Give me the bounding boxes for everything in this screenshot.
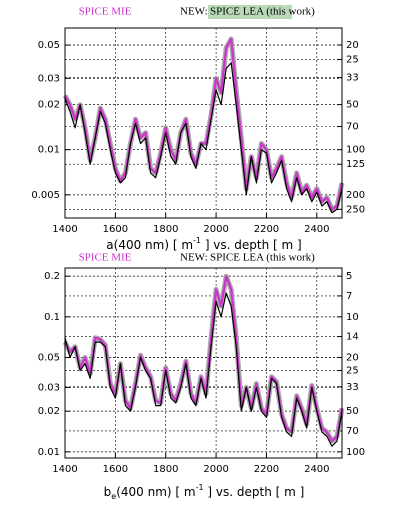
y2-tick-label: 10 [346,312,359,323]
x-tick-label: 1600 [103,224,128,235]
series-line [64,37,344,211]
y-tick-label: 0.01 [38,447,60,458]
y2-tick-label: 25 [346,55,359,66]
y2-tick-label: 7 [346,291,352,302]
x-tick-label: 2000 [203,224,228,235]
label-part: ] vs. depth [ m ] [201,238,302,252]
y2-tick-label: 70 [346,426,359,437]
x-tick-label: 2000 [203,464,228,475]
legend-prefix: NEW: [180,6,208,18]
y2-tick-label: 14 [346,332,359,343]
y2-tick-label: 250 [346,204,365,215]
label-sup: -1 [193,236,201,245]
y2-tick-label: 125 [346,159,365,170]
y2-tick-label: 70 [346,122,359,133]
plot-frame [64,27,343,219]
label-part: b [104,485,112,499]
series-line [64,62,343,214]
legend-entry: SPICE LEA (this work) [210,252,315,264]
y-tick-label: 0.05 [38,40,60,51]
x-tick-label: 2400 [304,464,329,475]
y-tick-label: 0.02 [38,406,60,417]
x-axis-label: a(400 nm) [ m-1 ] vs. depth [ m ] [106,236,301,252]
legend-entry: SPICE MIE [79,252,132,264]
legend-entry: SPICE MIE [79,6,132,18]
x-tick-label: 1800 [153,224,178,235]
x-tick-label: 2400 [304,224,329,235]
y-tick-label: 0.01 [38,145,60,156]
x-tick-label: 1400 [52,224,77,235]
legend-prefix: NEW: [180,252,208,264]
y-tick-label: 0.05 [38,352,60,363]
y2-tick-label: 33 [346,382,359,393]
x-tick-label: 1800 [153,464,178,475]
y2-tick-label: 25 [346,366,359,377]
x-tick-label: 2200 [254,464,279,475]
y2-tick-label: 20 [346,40,359,51]
legend-entry: SPICE LEA (this work) [210,6,315,18]
label-sub: e [111,492,116,501]
x-tick-label: 1600 [103,464,128,475]
legend-highlight [208,5,292,19]
x-axis-label: be(400 nm) [ m-1 ] vs. depth [ m ] [104,483,305,501]
y-tick-label: 0.03 [38,73,60,84]
y-tick-label: 0.2 [44,271,60,282]
label-part: ] vs. depth [ m ] [204,485,305,499]
y2-tick-label: 100 [346,145,365,156]
y-tick-label: 0.03 [38,382,60,393]
y-tick-label: 0.02 [38,100,60,111]
x-tick-label: 1400 [52,464,77,475]
label-part: a(400 nm) [ m [106,238,193,252]
y2-tick-label: 50 [346,100,359,111]
series-line [64,292,343,447]
y-tick-label: 0.005 [31,190,60,201]
y2-tick-label: 33 [346,73,359,84]
x-tick-label: 2200 [254,224,279,235]
y2-tick-label: 100 [346,447,365,458]
plot-frame [64,267,343,459]
y2-tick-label: 20 [346,352,359,363]
label-sup: -1 [196,483,204,492]
y2-tick-label: 200 [346,190,365,201]
y2-tick-label: 5 [346,271,352,282]
y-tick-label: 0.1 [44,312,60,323]
y2-tick-label: 50 [346,406,359,417]
label-part: (400 nm) [ m [116,485,195,499]
